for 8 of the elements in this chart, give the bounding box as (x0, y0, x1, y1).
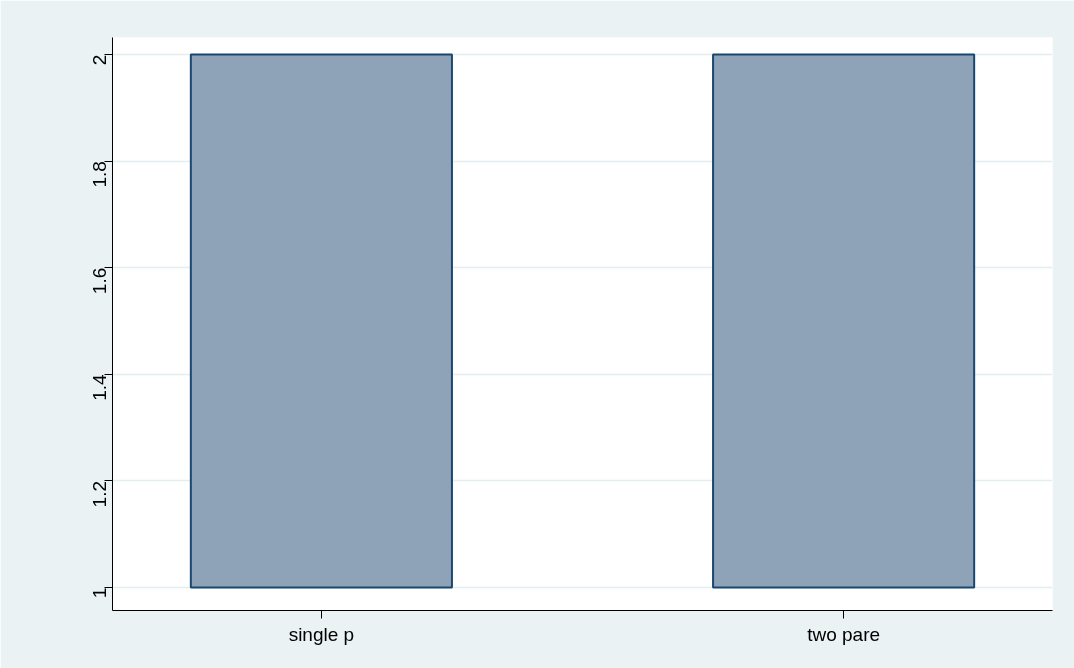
x-tick-label: two pare (807, 623, 881, 645)
y-tick-label: 1.6 (89, 267, 110, 295)
y-tick-label: 1.8 (89, 161, 110, 188)
y-tick-label: 1.2 (89, 480, 110, 508)
y-tick-label: 2 (89, 54, 110, 66)
x-tick-label: single p (288, 623, 355, 645)
y-tick-label: 1.4 (89, 373, 110, 401)
y-tick-label: 1 (89, 587, 110, 599)
